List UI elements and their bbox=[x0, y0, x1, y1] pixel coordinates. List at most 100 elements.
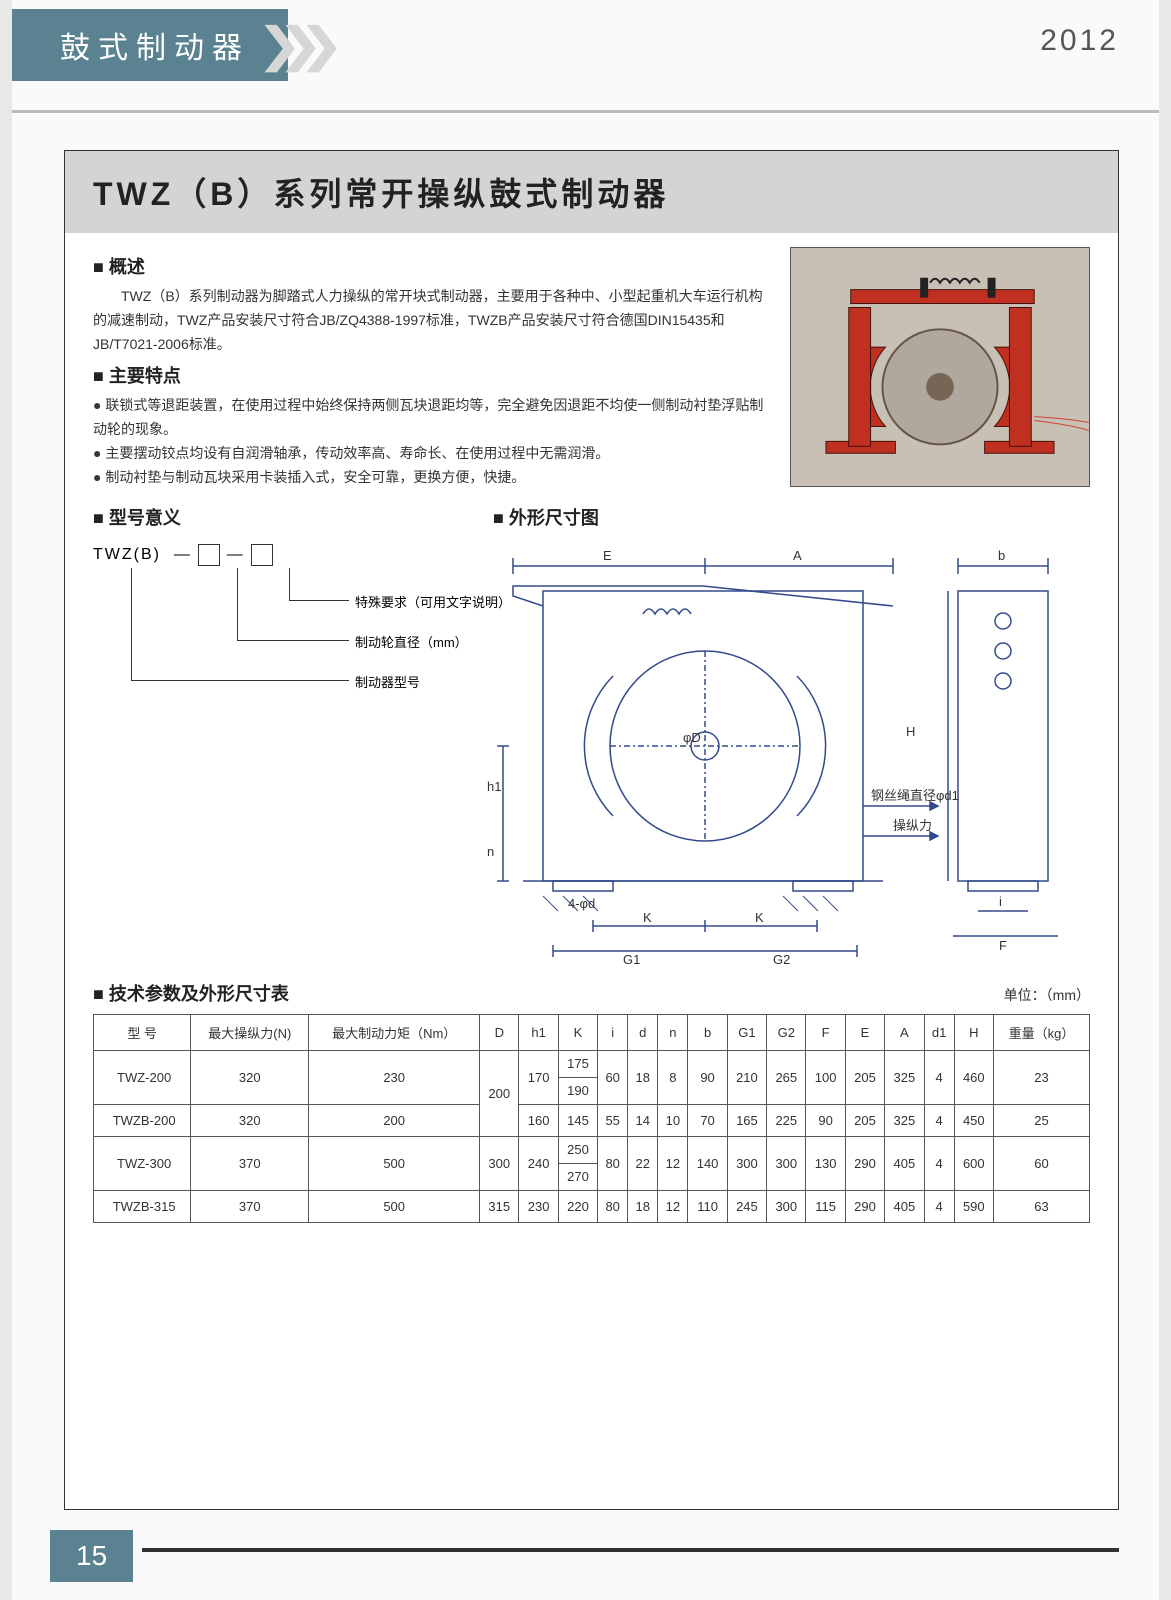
product-photo bbox=[790, 247, 1090, 487]
table-cell: 300 bbox=[480, 1136, 519, 1190]
table-cell: 170 bbox=[519, 1050, 558, 1104]
table-cell: 165 bbox=[727, 1104, 766, 1136]
chevron-decoration: ❯❯❯ bbox=[282, 12, 345, 78]
overview-heading: 概述 bbox=[93, 253, 772, 279]
feature-item: 主要摆动铰点均设有自润滑轴承，传动效率高、寿命长、在使用过程中无需润滑。 bbox=[93, 442, 772, 466]
table-cell: 265 bbox=[767, 1050, 806, 1104]
year-label: 2012 bbox=[1040, 24, 1119, 58]
table-cell: 4 bbox=[924, 1104, 954, 1136]
table-col-header: F bbox=[806, 1014, 845, 1050]
table-cell: TWZ-300 bbox=[94, 1136, 191, 1190]
table-col-header: 型 号 bbox=[94, 1014, 191, 1050]
spec-table-unit: 单位：（mm） bbox=[1004, 985, 1090, 1005]
feature-item: 联锁式等退距装置，在使用过程中始终保持两侧瓦块退距均等，完全避免因退距不均使一侧… bbox=[93, 394, 772, 442]
table-col-header: h1 bbox=[519, 1014, 558, 1050]
table-cell: 55 bbox=[598, 1104, 628, 1136]
overview-text: TWZ（B）系列制动器为脚踏式人力操纵的常开块式制动器，主要用于各种中、小型起重… bbox=[93, 285, 772, 356]
table-cell: 25 bbox=[993, 1104, 1089, 1136]
dimension-drawing: E A b φD h1 n 4-φd K K G1 G2 bbox=[483, 536, 1103, 966]
table-cell: 500 bbox=[309, 1191, 480, 1223]
dim-A: A bbox=[793, 548, 802, 563]
table-row: TWZB-31537050031523022080181211024530011… bbox=[94, 1191, 1090, 1223]
table-cell: 405 bbox=[885, 1136, 924, 1190]
table-col-header: A bbox=[885, 1014, 924, 1050]
table-cell: 160 bbox=[519, 1104, 558, 1136]
table-cell: 10 bbox=[658, 1104, 688, 1136]
dim-E: E bbox=[603, 548, 612, 563]
table-cell: 12 bbox=[658, 1191, 688, 1223]
header-divider bbox=[12, 110, 1159, 113]
table-cell: 175190 bbox=[558, 1050, 597, 1104]
table-cell: 405 bbox=[885, 1191, 924, 1223]
table-col-header: K bbox=[558, 1014, 597, 1050]
table-cell: TWZ-200 bbox=[94, 1050, 191, 1104]
dim-force: 操纵力 bbox=[893, 818, 932, 833]
model-code-text: TWZ(B) bbox=[93, 546, 161, 563]
table-col-header: 重量（kg） bbox=[993, 1014, 1089, 1050]
table-cell: 110 bbox=[688, 1191, 727, 1223]
table-col-header: G1 bbox=[727, 1014, 766, 1050]
model-meaning-heading: 型号意义 bbox=[93, 504, 473, 530]
table-cell: 320 bbox=[191, 1050, 309, 1104]
feature-item: 制动衬垫与制动瓦块采用卡装插入式，安全可靠，更换方便，快捷。 bbox=[93, 466, 772, 490]
table-cell: 600 bbox=[954, 1136, 993, 1190]
dim-G2: G2 bbox=[773, 952, 790, 966]
table-cell: 22 bbox=[628, 1136, 658, 1190]
table-cell: 230 bbox=[519, 1191, 558, 1223]
table-cell: 145 bbox=[558, 1104, 597, 1136]
table-row: TWZB-20032020016014555141070165225902053… bbox=[94, 1104, 1090, 1136]
table-cell: 230 bbox=[309, 1050, 480, 1104]
table-cell: 370 bbox=[191, 1136, 309, 1190]
table-cell: 590 bbox=[954, 1191, 993, 1223]
table-cell: 70 bbox=[688, 1104, 727, 1136]
table-cell: 300 bbox=[727, 1136, 766, 1190]
table-cell: 4 bbox=[924, 1050, 954, 1104]
spec-table: 型 号最大操纵力(N)最大制动力矩（Nm）Dh1KidnbG1G2FEAd1H重… bbox=[93, 1014, 1090, 1224]
dim-K2: K bbox=[755, 910, 764, 925]
dim-b: b bbox=[998, 548, 1005, 563]
table-cell: 290 bbox=[845, 1136, 884, 1190]
table-cell: 240 bbox=[519, 1136, 558, 1190]
table-cell: 220 bbox=[558, 1191, 597, 1223]
table-cell: 200 bbox=[309, 1104, 480, 1136]
table-col-header: d bbox=[628, 1014, 658, 1050]
table-cell: 245 bbox=[727, 1191, 766, 1223]
table-cell: 140 bbox=[688, 1136, 727, 1190]
table-cell: 60 bbox=[993, 1136, 1089, 1190]
table-cell: 370 bbox=[191, 1191, 309, 1223]
table-cell: 63 bbox=[993, 1191, 1089, 1223]
features-list: 联锁式等退距装置，在使用过程中始终保持两侧瓦块退距均等，完全避免因退距不均使一侧… bbox=[93, 394, 772, 489]
table-col-header: d1 bbox=[924, 1014, 954, 1050]
table-cell: 200 bbox=[480, 1050, 519, 1136]
table-cell: 315 bbox=[480, 1191, 519, 1223]
table-cell: 130 bbox=[806, 1136, 845, 1190]
dim-i: i bbox=[999, 894, 1002, 909]
dim-h1: h1 bbox=[487, 779, 501, 794]
dim-K1: K bbox=[643, 910, 652, 925]
table-header-row: 型 号最大操纵力(N)最大制动力矩（Nm）Dh1KidnbG1G2FEAd1H重… bbox=[94, 1014, 1090, 1050]
product-title: TWZ（B）系列常开操纵鼓式制动器 bbox=[65, 151, 1118, 233]
table-row: TWZ-200320230200170175190601889021026510… bbox=[94, 1050, 1090, 1104]
table-cell: 23 bbox=[993, 1050, 1089, 1104]
table-cell: 205 bbox=[845, 1050, 884, 1104]
content-frame: TWZ（B）系列常开操纵鼓式制动器 概述 TWZ（B）系列制动器为脚踏式人力操纵… bbox=[64, 150, 1119, 1510]
table-cell: 210 bbox=[727, 1050, 766, 1104]
table-cell: 80 bbox=[598, 1191, 628, 1223]
model-label-diameter: 制动轮直径（mm） bbox=[355, 632, 468, 651]
table-cell: 450 bbox=[954, 1104, 993, 1136]
table-cell: 320 bbox=[191, 1104, 309, 1136]
model-label-model: 制动器型号 bbox=[355, 672, 420, 691]
table-cell: 90 bbox=[806, 1104, 845, 1136]
table-cell: 325 bbox=[885, 1104, 924, 1136]
table-cell: 300 bbox=[767, 1136, 806, 1190]
table-cell: 250270 bbox=[558, 1136, 597, 1190]
table-cell: 300 bbox=[767, 1191, 806, 1223]
dim-F: F bbox=[999, 938, 1007, 953]
features-heading: 主要特点 bbox=[93, 362, 772, 388]
table-col-header: E bbox=[845, 1014, 884, 1050]
table-cell: 205 bbox=[845, 1104, 884, 1136]
table-col-header: D bbox=[480, 1014, 519, 1050]
table-col-header: i bbox=[598, 1014, 628, 1050]
table-cell: 18 bbox=[628, 1191, 658, 1223]
table-cell: 100 bbox=[806, 1050, 845, 1104]
